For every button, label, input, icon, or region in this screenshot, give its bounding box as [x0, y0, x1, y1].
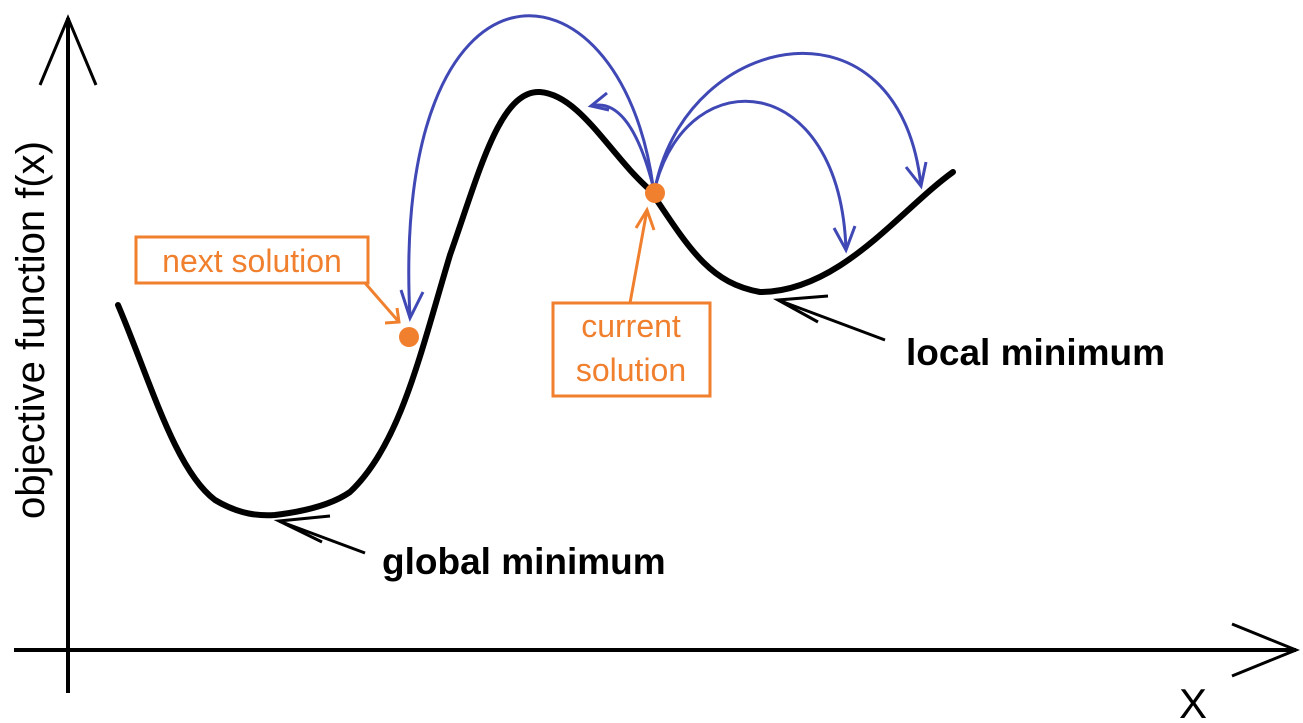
y-axis-label: objective function f(x): [9, 141, 53, 519]
local-minimum-pointer: [778, 300, 885, 340]
global-minimum-callout: global minimum: [279, 516, 666, 582]
move-arrow-right-long-head: [906, 162, 926, 186]
local-minimum-label: local minimum: [906, 332, 1165, 373]
next-solution-pointer: [365, 283, 399, 322]
x-axis-label: X: [1179, 680, 1207, 723]
x-axis: [14, 624, 1296, 676]
next-solution-point: [399, 327, 419, 347]
move-arrow-to-next-solution-head: [401, 290, 423, 318]
next-solution-callout: next solution: [136, 237, 399, 323]
current-solution-point: [645, 183, 665, 203]
next-solution-label: next solution: [162, 243, 342, 279]
current-solution-label-line1: current: [581, 308, 681, 344]
global-minimum-label: global minimum: [382, 541, 666, 582]
current-solution-label-line2: solution: [576, 352, 686, 388]
move-arrow-right-short: [656, 101, 846, 250]
local-minimum-callout: local minimum: [778, 296, 1165, 373]
objective-function-curve: [118, 92, 953, 515]
